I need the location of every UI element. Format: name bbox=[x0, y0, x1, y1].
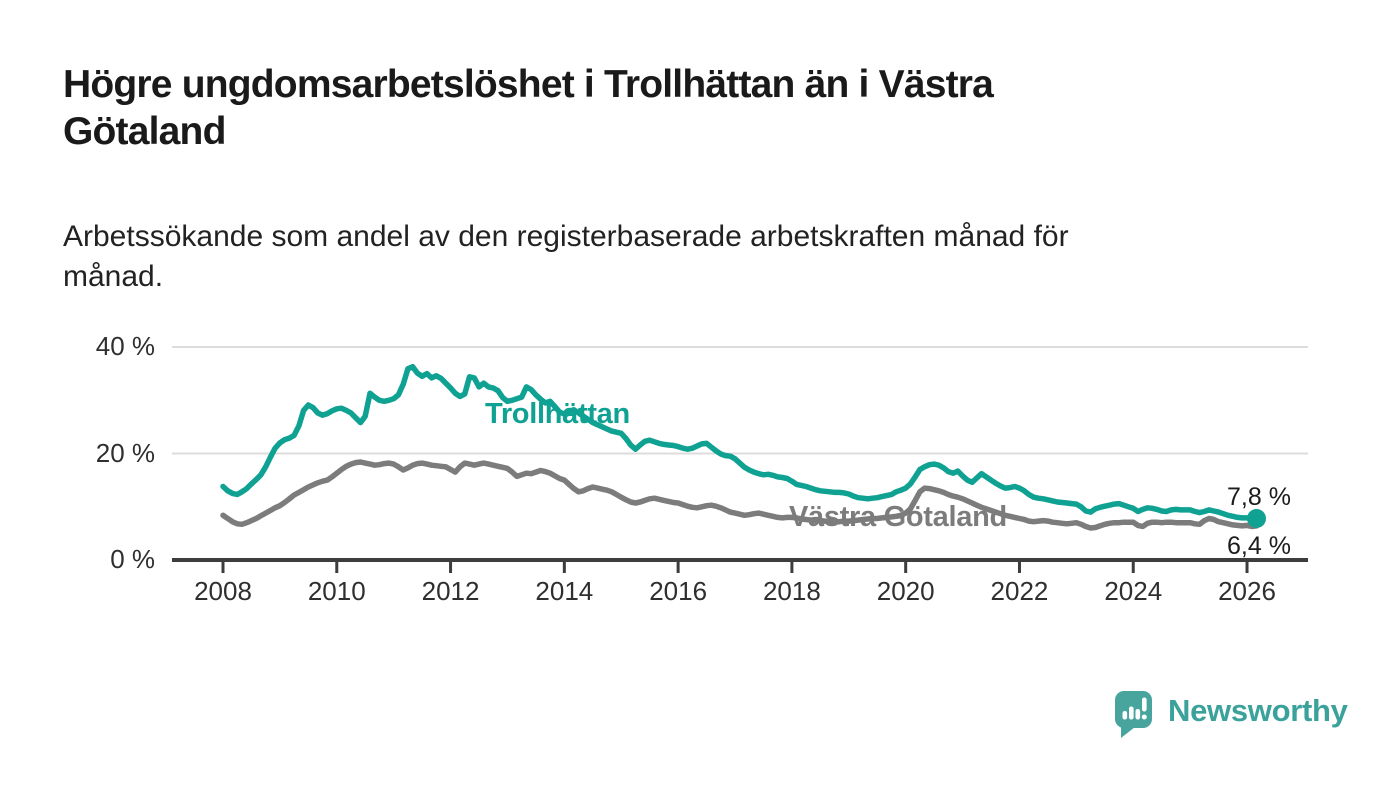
end-dot-series-0 bbox=[1247, 509, 1266, 528]
series-label-trollhattan: Trollhättan bbox=[485, 398, 630, 430]
chart-title-line-2: Götaland bbox=[63, 110, 226, 153]
x-tick-label-2018: 2018 bbox=[762, 576, 821, 606]
end-value-label-vastra-gotaland: 6,4 % bbox=[1227, 532, 1291, 560]
x-tick-label-2012: 2012 bbox=[421, 576, 480, 606]
y-tick-label-20: 20 % bbox=[95, 437, 155, 468]
end-value-label-trollhattan: 7,8 % bbox=[1227, 483, 1291, 511]
series-line-1 bbox=[220, 459, 1260, 531]
newsworthy-logo-icon bbox=[1115, 691, 1152, 738]
x-tick-label-2022: 2022 bbox=[990, 576, 1049, 606]
x-tick-label-2020: 2020 bbox=[876, 576, 935, 606]
series-line-0 bbox=[220, 363, 1260, 522]
chart-subtitle: Arbetssökande som andel av den registerb… bbox=[63, 217, 1283, 297]
y-tick-label-40: 40 % bbox=[95, 331, 155, 361]
newsworthy-logo-text: Newsworthy bbox=[1168, 693, 1348, 728]
chart-subtitle-line-1: Arbetssökande som andel av den registerb… bbox=[63, 220, 1069, 253]
chart-title-line-1: Högre ungdomsarbetslöshet i Trollhättan … bbox=[63, 63, 994, 106]
chart-title: Högre ungdomsarbetslöshet i Trollhättan … bbox=[63, 61, 1243, 155]
x-tick-label-2026: 2026 bbox=[1218, 576, 1276, 606]
x-tick-label-2010: 2010 bbox=[307, 576, 366, 606]
chart-subtitle-line-2: månad. bbox=[63, 260, 164, 293]
x-tick-label-2016: 2016 bbox=[649, 576, 708, 606]
x-tick-label-2024: 2024 bbox=[1104, 576, 1163, 606]
x-tick-label-2008: 2008 bbox=[194, 576, 252, 606]
x-tick-label-2014: 2014 bbox=[535, 576, 594, 606]
y-tick-label-0: 0 % bbox=[110, 544, 155, 574]
series-label-vastra-gotaland: Västra Götaland bbox=[789, 501, 1007, 533]
